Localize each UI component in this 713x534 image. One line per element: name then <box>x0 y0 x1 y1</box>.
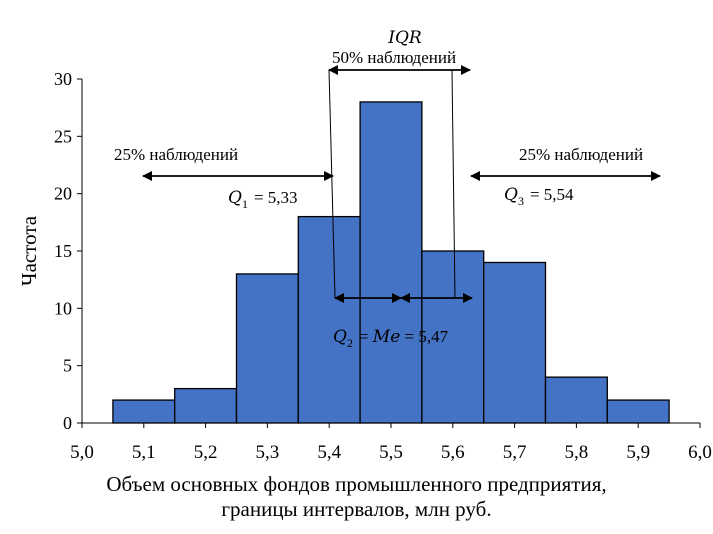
y-tick-label: 15 <box>54 241 72 261</box>
x-axis-title-line1: Объем основных фондов промышленного пред… <box>106 472 607 496</box>
axes-group <box>77 78 701 428</box>
histogram-bar-7 <box>483 261 547 424</box>
histogram-bar-3 <box>235 273 299 424</box>
x-tick-label: 5,1 <box>132 442 156 463</box>
x-axis-title-line2: границы интервалов, млн руб. <box>221 497 492 521</box>
histogram-bar-8 <box>544 376 608 424</box>
y-tick-labels: 0 5 10 15 20 25 30 <box>54 69 72 433</box>
bars-group <box>112 101 670 424</box>
histogram-bar-5 <box>359 101 423 424</box>
iqr-left-vertical <box>328 69 336 299</box>
y-axis-title: Частота <box>17 215 41 286</box>
x-tick-label: 5,6 <box>441 442 465 463</box>
histogram-bar-9 <box>606 399 670 424</box>
y-tick-label: 0 <box>63 413 72 433</box>
x-tick-label: 5,0 <box>70 442 94 463</box>
histogram-bar-4 <box>297 215 361 424</box>
left-range-label: 25% наблюдений <box>114 145 238 164</box>
iqr-right-vertical <box>451 69 456 299</box>
right-range-label: 25% наблюдений <box>519 145 643 164</box>
annotations: IQR 50% наблюдений 25% наблюдений 25% на… <box>114 28 661 350</box>
x-tick-label: 5,5 <box>379 442 403 463</box>
x-tick-labels: 5,0 5,1 5,2 5,3 5,4 5,5 5,6 5,7 5,8 5,9 6,0 <box>70 442 712 463</box>
histogram-bar-2 <box>174 387 238 424</box>
iqr-label: IQR <box>387 28 422 48</box>
y-tick-label: 5 <box>63 356 72 376</box>
q1-label: Q1 = 5,33 <box>228 188 298 211</box>
y-tick-label: 20 <box>54 184 72 204</box>
x-tick-label: 5,2 <box>194 442 218 463</box>
x-tick-label: 5,8 <box>565 442 589 463</box>
y-tick-label: 25 <box>54 126 72 146</box>
q3-label: Q3 = 5,54 <box>504 185 574 208</box>
y-tick-label: 10 <box>54 298 72 318</box>
x-tick-label: 6,0 <box>688 442 712 463</box>
x-tick-label: 5,3 <box>256 442 280 463</box>
histogram-bar-1 <box>112 399 176 424</box>
middle-range-label: 50% наблюдений <box>332 48 456 67</box>
q2-label: Q2 = Me = 5,47 <box>333 327 449 350</box>
y-tick-label: 30 <box>54 69 72 89</box>
x-tick-label: 5,9 <box>626 442 650 463</box>
x-tick-label: 5,4 <box>317 442 341 463</box>
x-tick-label: 5,7 <box>503 442 527 463</box>
